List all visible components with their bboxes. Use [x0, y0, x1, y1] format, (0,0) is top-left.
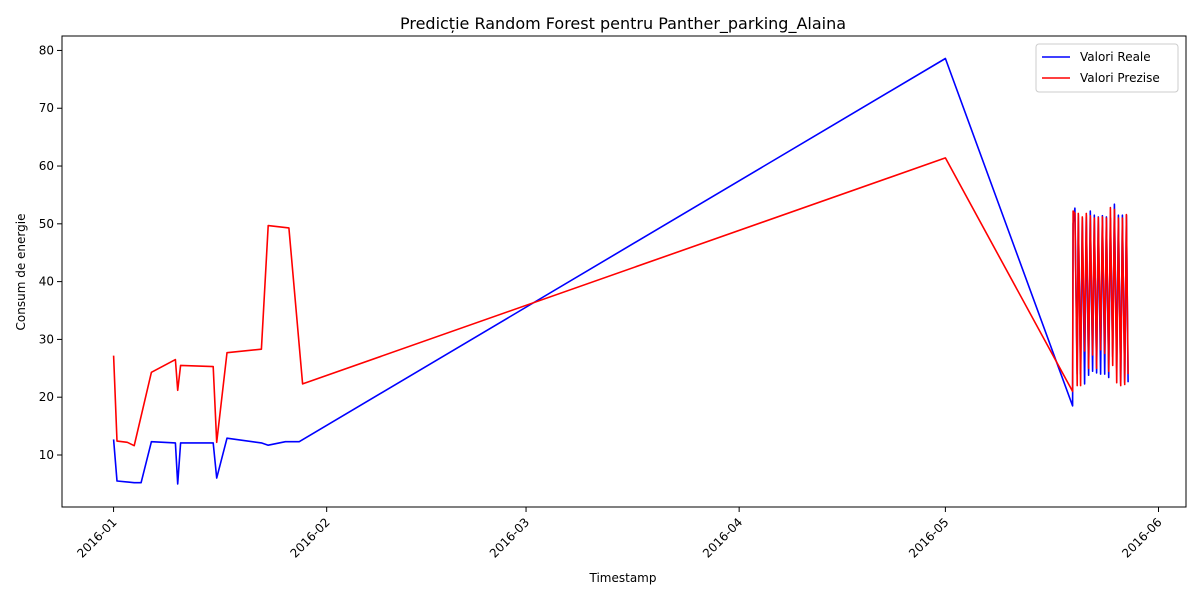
y-tick-label: 50	[39, 217, 54, 231]
x-axis-label: Timestamp	[589, 571, 657, 585]
x-tick-label: 2016-05	[906, 515, 951, 560]
y-axis: 10 20 30 40 50 60 70 80	[39, 43, 62, 462]
y-tick-label: 80	[39, 43, 54, 57]
legend-frame	[1035, 43, 1179, 93]
x-tick-label: 2016-03	[487, 515, 532, 560]
legend: Valori Reale Valori Prezise	[1035, 43, 1179, 93]
x-axis: 2016-01 2016-02 2016-03 2016-04 2016-05 2016-…	[74, 507, 1165, 561]
y-tick-label: 40	[39, 275, 54, 289]
chart-title: Predicție Random Forest pentru Panther_p…	[400, 14, 846, 34]
x-tick-label: 2016-02	[287, 515, 332, 560]
x-tick-label: 2016-01	[74, 515, 119, 560]
plot-area	[112, 57, 1129, 485]
series-line-2	[112, 157, 1129, 447]
y-tick-label: 60	[39, 159, 54, 173]
y-tick-label: 70	[39, 101, 54, 115]
y-tick-label: 20	[39, 390, 54, 404]
x-tick-label: 2016-06	[1119, 515, 1164, 560]
plot-frame	[61, 35, 1187, 508]
y-axis-label: Consum de energie	[14, 214, 28, 331]
x-tick-label: 2016-04	[700, 515, 745, 560]
legend-label: Valori Reale	[1080, 50, 1151, 64]
y-tick-label: 30	[39, 332, 54, 346]
y-tick-label: 10	[39, 448, 54, 462]
legend-label: Valori Prezise	[1080, 71, 1160, 85]
